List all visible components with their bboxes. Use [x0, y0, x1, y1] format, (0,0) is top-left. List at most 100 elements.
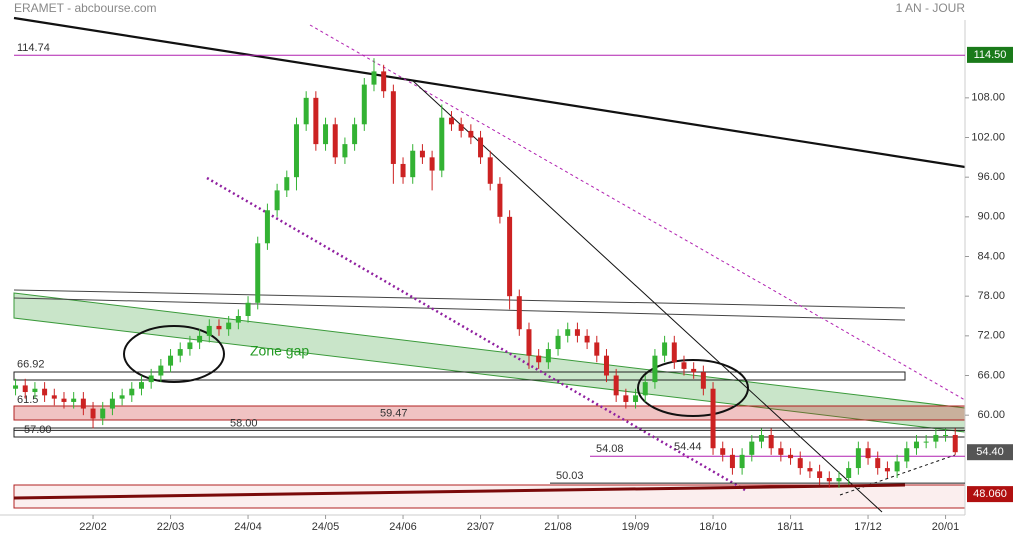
chart-title: ERAMET - abcbourse.com: [14, 1, 157, 15]
candle-body: [323, 124, 329, 145]
candle-body: [836, 477, 842, 482]
x-tick-label: 24/05: [312, 521, 340, 533]
price-tag: [967, 486, 1013, 503]
x-tick-label: 24/04: [234, 521, 262, 533]
candle-body: [129, 388, 135, 396]
candle-body: [526, 329, 532, 356]
candle-body: [51, 395, 57, 399]
candle-body: [458, 124, 464, 131]
x-tick-label: 21/08: [544, 521, 572, 533]
x-tick-label: 18/11: [777, 521, 804, 533]
trend-line: [206, 176, 746, 492]
candle-body: [555, 335, 561, 350]
trend-line: [13, 289, 906, 309]
candle-body: [109, 398, 115, 409]
candle-body: [400, 163, 406, 178]
candle-body: [545, 349, 551, 363]
candle-body: [381, 71, 387, 92]
candle-body: [61, 398, 67, 402]
candle-body: [884, 468, 890, 472]
candle-body: [758, 435, 764, 442]
x-tick-label: 22/02: [79, 521, 107, 533]
candle-body: [419, 150, 425, 158]
candle-body: [352, 124, 358, 145]
candle-body: [255, 243, 261, 303]
candle-body: [923, 441, 929, 443]
candle-body: [788, 454, 794, 459]
candle-body: [226, 322, 232, 330]
level-label: 58.00: [230, 417, 258, 429]
candle-body: [71, 398, 77, 402]
trend-line: [13, 297, 906, 321]
candle-body: [13, 385, 19, 389]
candle-body: [32, 388, 38, 393]
candle-body: [216, 325, 222, 330]
candle-body: [206, 325, 212, 336]
candle-body: [865, 448, 871, 459]
candle-body: [662, 342, 668, 356]
y-tick-label: 108.00: [971, 92, 1005, 104]
candle-body: [439, 117, 445, 171]
candle-body: [148, 375, 154, 383]
candle-body: [603, 355, 609, 376]
candle-body: [565, 329, 571, 336]
candle-body: [197, 335, 203, 343]
candle-body: [710, 388, 716, 449]
price-tag-label: 48.060: [973, 488, 1007, 500]
candle-body: [671, 342, 677, 363]
x-tick-label: 17/12: [854, 521, 882, 533]
candle-body: [584, 335, 590, 343]
price-tag: [967, 46, 1013, 63]
box-66: [13, 371, 906, 381]
candle-body: [574, 329, 580, 336]
level-label: 54.44: [674, 441, 702, 453]
red-zone: [13, 405, 966, 421]
y-tick-label: 72.00: [977, 330, 1005, 342]
candle-body: [235, 316, 241, 323]
level-label: 59.47: [380, 408, 408, 420]
y-tick-label: 66.00: [977, 369, 1005, 381]
candle-body: [594, 342, 600, 356]
candle-body: [633, 395, 639, 402]
candle-body: [429, 157, 435, 171]
price-tag-label: 54.40: [976, 446, 1004, 458]
y-tick-label: 60.00: [977, 409, 1005, 421]
candle-body: [700, 372, 706, 389]
candle-body: [487, 157, 493, 184]
y-tick-label: 96.00: [977, 171, 1005, 183]
level-label: 50.03: [556, 470, 584, 482]
candle-body: [846, 468, 852, 478]
candle-body: [158, 365, 164, 376]
candle-body: [245, 302, 251, 317]
candle-body: [943, 435, 949, 437]
candle-body: [371, 71, 377, 85]
candle-body: [807, 468, 813, 472]
candle-body: [904, 448, 910, 462]
candle-body: [739, 454, 745, 469]
candle-body: [361, 84, 367, 125]
price-tag: [967, 444, 1013, 461]
candle-body: [284, 177, 290, 191]
candle-body: [652, 355, 658, 383]
circle: [637, 359, 749, 417]
level-label: 54.08: [596, 443, 624, 455]
price-tag-label: 114.50: [974, 49, 1007, 61]
candle-body: [478, 137, 484, 158]
candle-body: [342, 144, 348, 158]
candle-body: [264, 210, 270, 244]
candle-body: [729, 454, 735, 469]
candle-body: [468, 130, 474, 138]
level-label: 114.74: [17, 42, 50, 54]
candle-body: [168, 355, 174, 366]
candle-body: [448, 117, 454, 125]
trend-line: [13, 16, 966, 169]
candle-body: [952, 435, 958, 453]
candle-body: [826, 477, 832, 482]
candle-body: [797, 458, 803, 469]
y-tick-label: 102.00: [971, 131, 1005, 143]
x-tick-label: 22/03: [157, 521, 185, 533]
candle-body: [855, 448, 861, 469]
candle-body: [177, 349, 183, 356]
candle-body: [410, 150, 416, 178]
